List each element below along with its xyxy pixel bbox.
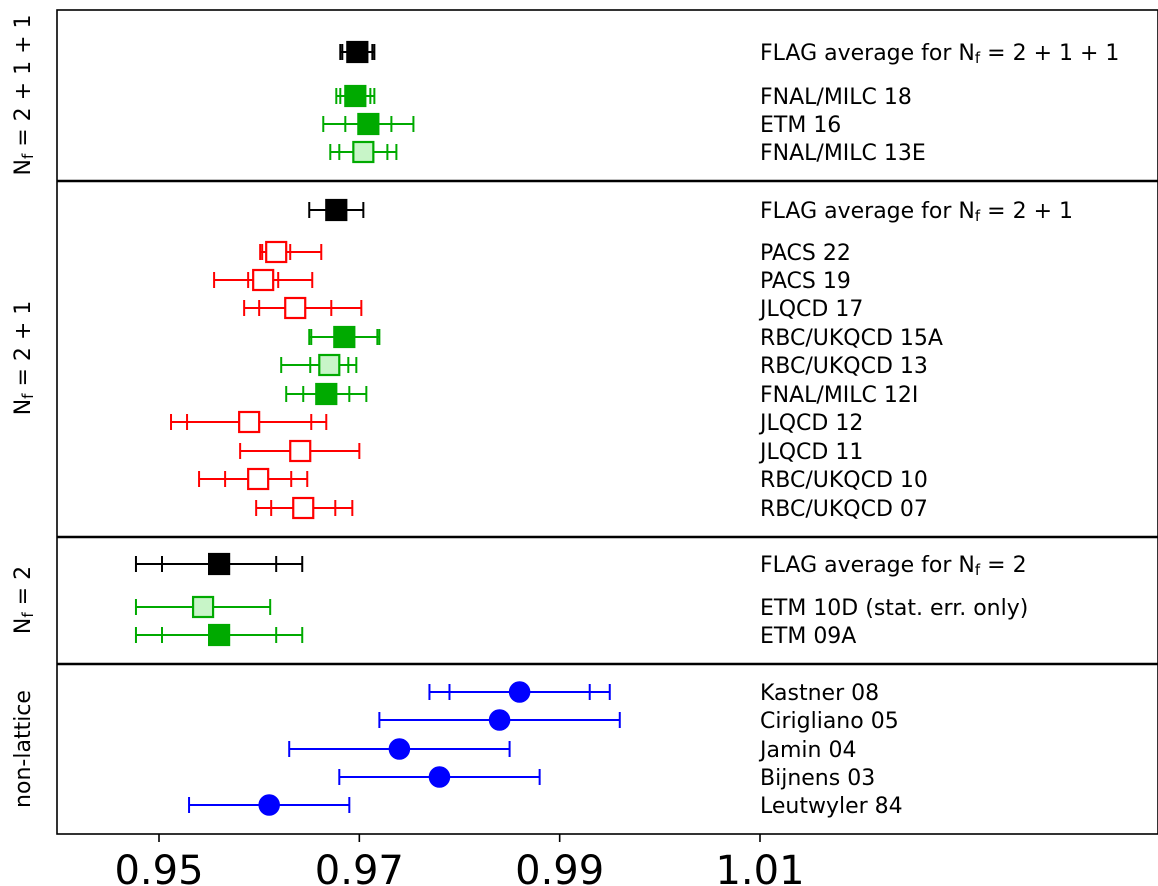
data-point — [265, 240, 288, 264]
group-label-nf2: Nf = 2 — [11, 566, 37, 634]
data-point — [488, 709, 511, 731]
data-point — [333, 325, 356, 349]
data-point — [258, 794, 280, 816]
data-row — [285, 382, 368, 406]
data-point — [357, 112, 380, 136]
group-label-nf2p1: Nf = 2 + 1 — [11, 301, 37, 416]
data-point — [388, 738, 411, 760]
data-point — [428, 766, 451, 788]
data-row — [338, 766, 541, 788]
row-label: JLQCD 11 — [758, 440, 863, 465]
data-point — [325, 198, 348, 222]
data-point — [252, 268, 275, 292]
data-row — [259, 240, 323, 264]
data-point — [508, 681, 531, 703]
data-row — [280, 353, 358, 377]
row-label: FNAL/MILC 12I — [760, 383, 918, 408]
data-row — [329, 140, 398, 164]
data-point — [344, 84, 367, 108]
row-label: RBC/UKQCD 15A — [760, 326, 943, 351]
row-label: PACS 19 — [760, 269, 851, 294]
data-row — [134, 623, 304, 647]
row-label: FNAL/MILC 13E — [760, 141, 926, 166]
data-row — [213, 268, 314, 292]
data-point — [247, 467, 270, 491]
data-row — [378, 709, 621, 731]
row-label: JLQCD 12 — [758, 411, 863, 436]
data-row — [188, 794, 351, 816]
data-row — [308, 325, 381, 349]
group-label-nf2p1p1: Nf = 2 + 1 + 1 — [11, 14, 37, 175]
data-row — [335, 84, 376, 108]
data-row — [239, 439, 361, 463]
row-label: Bijnens 03 — [760, 766, 875, 791]
data-point — [315, 382, 338, 406]
plot-frame — [56, 9, 1158, 835]
row-label: RBC/UKQCD 13 — [760, 354, 928, 379]
data-point — [318, 353, 341, 377]
row-label: FLAG average for Nf = 2 — [760, 553, 1027, 579]
x-tick-label: 1.01 — [715, 848, 804, 886]
data-row — [243, 296, 363, 320]
row-label: Cirigliano 05 — [760, 709, 899, 734]
data-row — [170, 410, 328, 434]
data-row — [134, 552, 304, 576]
x-tick-label: 0.99 — [515, 848, 604, 886]
data-point — [352, 140, 375, 164]
data-row — [428, 681, 611, 703]
row-label: FLAG average for Nf = 2 + 1 — [760, 199, 1073, 225]
row-label: ETM 09A — [760, 624, 856, 649]
data-row — [255, 496, 354, 520]
data-point — [289, 439, 312, 463]
row-label: Leutwyler 84 — [760, 794, 903, 819]
group-label-nonlattice: non-lattice — [11, 690, 36, 808]
row-label: FNAL/MILC 18 — [760, 85, 912, 110]
row-label: PACS 22 — [760, 241, 851, 266]
data-row — [339, 40, 376, 64]
data-point — [284, 296, 307, 320]
row-label: RBC/UKQCD 10 — [760, 468, 928, 493]
data-point — [191, 595, 215, 619]
data-row — [308, 198, 365, 222]
data-row — [288, 738, 511, 760]
x-tick-label: 0.95 — [114, 848, 203, 886]
data-point — [208, 552, 231, 576]
row-label: ETM 16 — [760, 113, 841, 138]
row-label: Kastner 08 — [760, 681, 879, 706]
row-label: ETM 10D (stat. err. only) — [760, 596, 1028, 621]
data-point — [238, 410, 261, 434]
row-label: JLQCD 17 — [758, 297, 863, 322]
data-point — [208, 623, 231, 647]
row-label: Jamin 04 — [758, 738, 856, 763]
data-point — [292, 496, 315, 520]
data-point — [346, 40, 369, 64]
data-row — [134, 595, 272, 619]
data-row — [198, 467, 309, 491]
row-label: RBC/UKQCD 07 — [760, 497, 928, 522]
row-label: FLAG average for Nf = 2 + 1 + 1 — [760, 41, 1119, 67]
data-row — [322, 112, 415, 136]
x-tick-label: 0.97 — [315, 848, 404, 886]
